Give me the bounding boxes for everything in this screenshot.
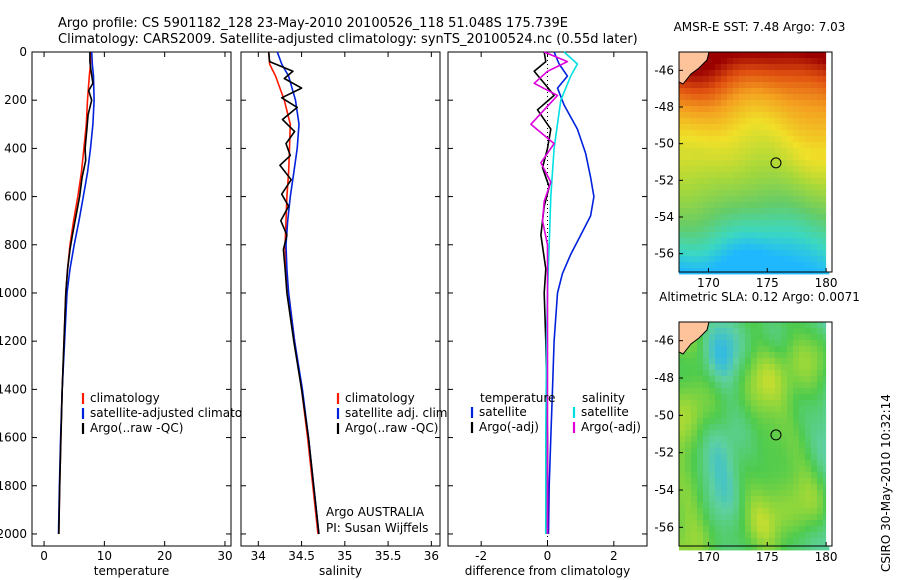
y-tick-label: 1800 <box>0 479 27 493</box>
map-title: AMSR-E SST: 7.48 Argo: 7.03 <box>674 20 846 34</box>
no-data-region <box>826 322 832 546</box>
temperature-profile-panel: 0 10 20 30 temperature 0 200 400 600 800 1000 1200 1… <box>0 45 268 578</box>
plot-frame <box>31 51 232 547</box>
legend-label: satellite <box>581 405 629 419</box>
lat-tick-label: -46 <box>654 63 674 77</box>
profile-location-marker <box>770 157 782 169</box>
lat-tick-label: -52 <box>654 446 674 460</box>
lat-tick-label: -48 <box>654 100 674 114</box>
annotation-line: Argo AUSTRALIA <box>326 505 425 519</box>
legend-label: climatology <box>90 391 160 405</box>
y-tick-label: 1000 <box>0 286 27 300</box>
lon-tick-label: 170 <box>697 550 720 564</box>
legend-heading: temperature <box>480 391 555 405</box>
lon-tick-label: 175 <box>756 550 779 564</box>
series-line-argo-raw-qc- <box>58 52 94 535</box>
legend-label: climatology <box>345 391 415 405</box>
lat-tick-label: -54 <box>654 210 674 224</box>
legend-heading: salinity <box>582 391 625 405</box>
lat-tick-label: -46 <box>654 334 674 348</box>
series-line-salinity-satellite <box>544 51 579 534</box>
lat-tick-label: -56 <box>654 247 674 261</box>
y-tick-label: 600 <box>4 190 27 204</box>
x-tick-label: 34 <box>251 549 266 563</box>
x-axis-label: difference from climatology <box>465 564 631 578</box>
profile-location-marker <box>770 429 782 441</box>
lat-tick-label: -50 <box>654 137 674 151</box>
y-tick-label: 1200 <box>0 334 27 348</box>
x-tick-label: -2 <box>475 549 487 563</box>
map-frame <box>678 51 833 273</box>
y-tick-label: 1400 <box>0 382 27 396</box>
sla-map-panel: Altimetric SLA: 0.12 Argo: 0.0071 170 175 1… <box>654 290 859 564</box>
lat-tick-label: -52 <box>654 173 674 187</box>
x-tick-label: 0 <box>544 549 552 563</box>
legend-label: satellite adj. clim. <box>345 406 451 420</box>
header-line-2: Climatology: CARS2009. Satellite-adjuste… <box>58 32 638 47</box>
lat-tick-label: -50 <box>654 408 674 422</box>
x-tick-label: 35.5 <box>375 549 402 563</box>
y-tick-label: 800 <box>4 238 27 252</box>
sst-map-panel: AMSR-E SST: 7.48 Argo: 7.03 170 175 180 -46 -… <box>654 20 845 290</box>
x-tick-label: 20 <box>157 549 172 563</box>
lat-tick-label: -48 <box>654 371 674 385</box>
land-mass <box>678 321 710 355</box>
x-axis-label: salinity <box>319 564 362 578</box>
legend-label: satellite <box>479 405 527 419</box>
x-tick-label: 0 <box>40 549 48 563</box>
x-axis-label: temperature <box>94 564 169 578</box>
legend-label: Argo(..raw -QC) <box>345 421 438 435</box>
map-frame <box>678 321 833 547</box>
lon-tick-label: 180 <box>815 276 838 290</box>
y-tick-label: 200 <box>4 93 27 107</box>
header-line-1: Argo profile: CS 5901182_128 23-May-2010… <box>58 16 568 31</box>
y-tick-label: 1600 <box>0 431 27 445</box>
legend-label: Argo(-adj) <box>581 420 641 434</box>
y-tick-label: 0 <box>19 45 27 59</box>
x-tick-label: 35 <box>337 549 352 563</box>
land-mass <box>678 51 710 85</box>
series-line-salinity-argo-adj- <box>530 51 569 534</box>
plot-frame <box>240 51 441 547</box>
lon-tick-label: 180 <box>815 550 838 564</box>
x-tick-label: 30 <box>217 549 232 563</box>
x-tick-label: 10 <box>97 549 112 563</box>
lon-tick-label: 175 <box>756 276 779 290</box>
lat-tick-label: -56 <box>654 520 674 534</box>
series-line-argo-raw-qc- <box>267 51 320 535</box>
legend-label: Argo(-adj) <box>479 420 539 434</box>
legend-label: Argo(..raw -QC) <box>90 421 183 435</box>
lat-tick-label: -54 <box>654 483 674 497</box>
x-tick-label: 2 <box>610 549 618 563</box>
y-tick-label: 400 <box>4 141 27 155</box>
series-line-temperature-argo-adj- <box>533 51 555 534</box>
salinity-profile-panel: 34 34.5 35 35.5 36 salinity climatologysatelli… <box>240 51 451 578</box>
annotation-line: PI: Susan Wijffels <box>326 521 428 535</box>
series-line-temperature-satellite <box>547 51 595 535</box>
y-tick-label: 2000 <box>0 527 27 541</box>
no-data-region <box>826 52 832 272</box>
lon-tick-label: 170 <box>697 276 720 290</box>
map-title: Altimetric SLA: 0.12 Argo: 0.0071 <box>659 290 860 304</box>
legend-label: satellite-adjusted climatology <box>90 406 268 420</box>
timestamp-side-label: CSIRO 30-May-2010 10:32:14 <box>879 394 893 572</box>
x-tick-label: 34.5 <box>288 549 315 563</box>
x-tick-label: 36 <box>424 549 439 563</box>
